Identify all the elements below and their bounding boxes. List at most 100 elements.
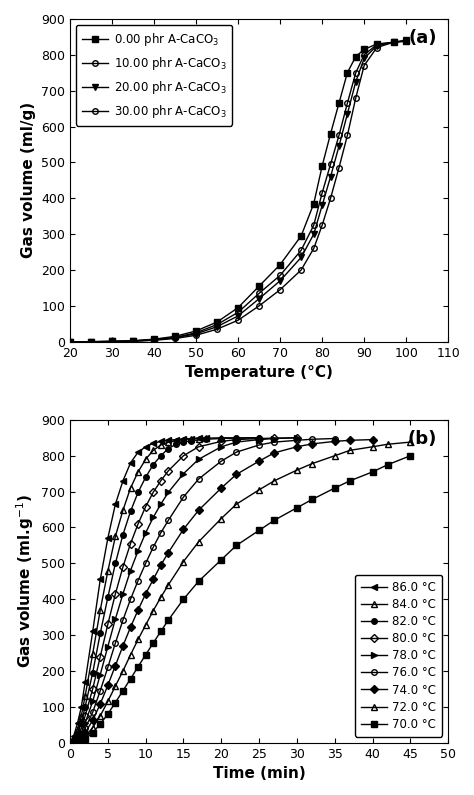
0.00 phr A-CaCO$_3$ bbox=[374, 39, 380, 48]
Legend: 86.0 °C, 84.0 °C, 82.0 °C, 80.0 °C, 78.0 °C, 76.0 °C, 74.0 °C, 72.0 °C, 70.0 °C: 86.0 °C, 84.0 °C, 82.0 °C, 80.0 °C, 78.0… bbox=[355, 575, 442, 737]
76.0 °C bbox=[75, 735, 81, 745]
10.00 phr A-CaCO$_3$ bbox=[328, 159, 333, 169]
20.00 phr A-CaCO$_3$ bbox=[336, 142, 342, 151]
76.0 °C bbox=[158, 528, 164, 537]
74.0 °C bbox=[128, 622, 133, 632]
82.0 °C bbox=[203, 434, 209, 444]
20.00 phr A-CaCO$_3$ bbox=[319, 200, 325, 210]
72.0 °C bbox=[196, 537, 201, 547]
76.0 °C bbox=[98, 686, 103, 696]
72.0 °C bbox=[90, 723, 96, 732]
74.0 °C bbox=[75, 736, 81, 746]
80.0 °C bbox=[82, 711, 88, 720]
10.00 phr A-CaCO$_3$ bbox=[172, 332, 178, 342]
86.0 °C bbox=[71, 731, 77, 740]
76.0 °C bbox=[165, 515, 171, 525]
80.0 °C bbox=[158, 476, 164, 486]
20.00 phr A-CaCO$_3$ bbox=[109, 336, 115, 346]
74.0 °C bbox=[67, 738, 73, 747]
70.0 °C bbox=[256, 525, 262, 535]
76.0 °C bbox=[71, 737, 77, 747]
70.0 °C bbox=[105, 709, 110, 719]
78.0 °C bbox=[82, 718, 88, 727]
74.0 °C bbox=[158, 560, 164, 570]
20.00 phr A-CaCO$_3$ bbox=[235, 311, 241, 320]
X-axis label: Time (min): Time (min) bbox=[213, 766, 306, 781]
78.0 °C bbox=[71, 737, 77, 747]
70.0 °C bbox=[196, 576, 201, 586]
Line: 74.0 °C: 74.0 °C bbox=[67, 436, 375, 746]
84.0 °C bbox=[150, 445, 156, 455]
76.0 °C bbox=[67, 738, 73, 747]
76.0 °C bbox=[120, 615, 126, 625]
20.00 phr A-CaCO$_3$ bbox=[328, 172, 333, 181]
30.00 phr A-CaCO$_3$ bbox=[235, 316, 241, 325]
20.00 phr A-CaCO$_3$ bbox=[151, 335, 157, 345]
76.0 °C bbox=[219, 456, 224, 466]
80.0 °C bbox=[75, 731, 81, 741]
78.0 °C bbox=[135, 546, 141, 556]
86.0 °C bbox=[135, 448, 141, 457]
70.0 °C bbox=[408, 451, 413, 460]
80.0 °C bbox=[128, 539, 133, 549]
30.00 phr A-CaCO$_3$ bbox=[328, 193, 333, 203]
30.00 phr A-CaCO$_3$ bbox=[298, 266, 304, 275]
72.0 °C bbox=[158, 592, 164, 602]
30.00 phr A-CaCO$_3$ bbox=[67, 337, 73, 347]
82.0 °C bbox=[188, 436, 194, 445]
86.0 °C bbox=[79, 702, 84, 712]
10.00 phr A-CaCO$_3$ bbox=[214, 320, 220, 329]
82.0 °C bbox=[98, 629, 103, 638]
78.0 °C bbox=[181, 469, 186, 479]
78.0 °C bbox=[150, 513, 156, 522]
0.00 phr A-CaCO$_3$ bbox=[277, 260, 283, 270]
20.00 phr A-CaCO$_3$ bbox=[67, 337, 73, 347]
80.0 °C bbox=[165, 466, 171, 475]
86.0 °C bbox=[158, 436, 164, 446]
10.00 phr A-CaCO$_3$ bbox=[88, 337, 94, 347]
76.0 °C bbox=[256, 440, 262, 450]
74.0 °C bbox=[82, 728, 88, 738]
70.0 °C bbox=[181, 595, 186, 604]
84.0 °C bbox=[256, 433, 262, 443]
76.0 °C bbox=[196, 475, 201, 484]
0.00 phr A-CaCO$_3$ bbox=[256, 281, 262, 291]
Line: 10.00 phr A-CaCO$_3$: 10.00 phr A-CaCO$_3$ bbox=[67, 38, 409, 344]
70.0 °C bbox=[71, 738, 77, 747]
78.0 °C bbox=[90, 696, 96, 706]
10.00 phr A-CaCO$_3$ bbox=[151, 335, 157, 344]
Line: 86.0 °C: 86.0 °C bbox=[67, 435, 209, 746]
Line: 30.00 phr A-CaCO$_3$: 30.00 phr A-CaCO$_3$ bbox=[67, 37, 409, 344]
10.00 phr A-CaCO$_3$ bbox=[67, 337, 73, 347]
72.0 °C bbox=[408, 437, 413, 447]
0.00 phr A-CaCO$_3$ bbox=[319, 161, 325, 171]
72.0 °C bbox=[150, 606, 156, 615]
0.00 phr A-CaCO$_3$ bbox=[172, 332, 178, 341]
78.0 °C bbox=[128, 566, 133, 576]
74.0 °C bbox=[98, 699, 103, 708]
72.0 °C bbox=[143, 620, 148, 630]
72.0 °C bbox=[98, 711, 103, 720]
84.0 °C bbox=[135, 467, 141, 477]
82.0 °C bbox=[71, 735, 77, 745]
0.00 phr A-CaCO$_3$ bbox=[391, 37, 396, 47]
0.00 phr A-CaCO$_3$ bbox=[298, 231, 304, 241]
20.00 phr A-CaCO$_3$ bbox=[353, 77, 359, 87]
72.0 °C bbox=[79, 735, 84, 745]
0.00 phr A-CaCO$_3$ bbox=[353, 52, 359, 61]
76.0 °C bbox=[309, 434, 315, 444]
76.0 °C bbox=[135, 576, 141, 585]
30.00 phr A-CaCO$_3$ bbox=[214, 324, 220, 334]
70.0 °C bbox=[370, 467, 375, 477]
0.00 phr A-CaCO$_3$ bbox=[235, 303, 241, 312]
78.0 °C bbox=[98, 669, 103, 679]
78.0 °C bbox=[120, 589, 126, 599]
86.0 °C bbox=[75, 718, 81, 727]
20.00 phr A-CaCO$_3$ bbox=[193, 329, 199, 339]
Line: 78.0 °C: 78.0 °C bbox=[67, 435, 300, 746]
86.0 °C bbox=[150, 438, 156, 448]
0.00 phr A-CaCO$_3$ bbox=[67, 337, 73, 347]
70.0 °C bbox=[332, 483, 337, 493]
80.0 °C bbox=[143, 502, 148, 511]
74.0 °C bbox=[143, 589, 148, 599]
